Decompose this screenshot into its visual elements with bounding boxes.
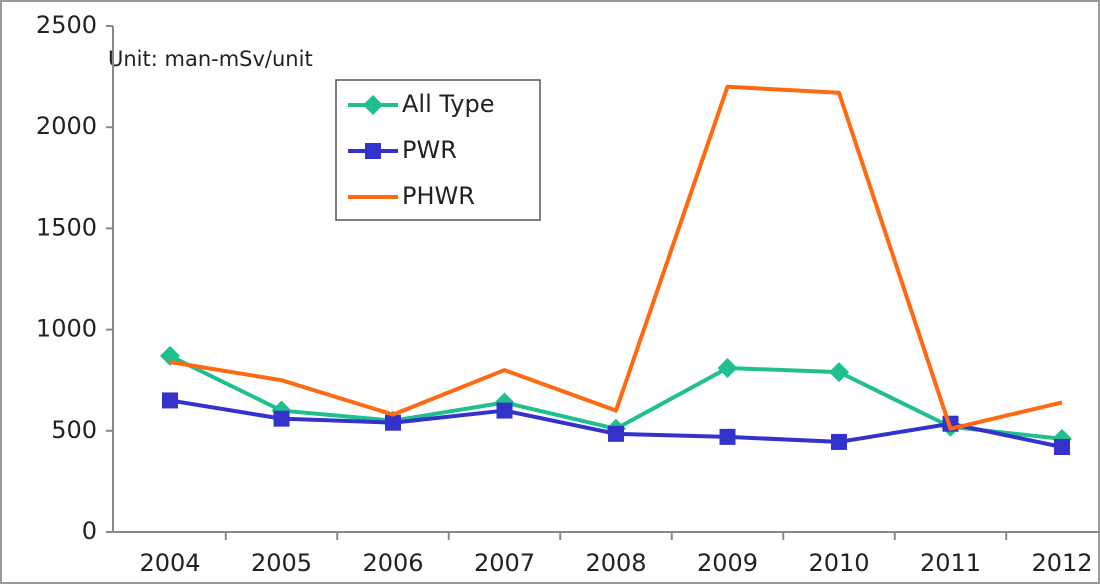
marker bbox=[385, 414, 401, 431]
marker bbox=[365, 143, 381, 159]
marker bbox=[717, 358, 738, 379]
x-tick-label: 2009 bbox=[697, 549, 758, 577]
legend-label: PHWR bbox=[402, 182, 475, 210]
annotation: Unit: man-mSv/unit bbox=[108, 47, 313, 71]
x-tick-label: 2011 bbox=[920, 549, 981, 577]
y-tick-label: 2500 bbox=[36, 11, 97, 39]
series-line bbox=[169, 84, 1063, 431]
x-tick-label: 2006 bbox=[362, 549, 423, 577]
marker bbox=[719, 428, 736, 445]
marker bbox=[496, 402, 513, 419]
x-tick-label: 2007 bbox=[474, 549, 535, 577]
x-tick-label: 2008 bbox=[585, 549, 646, 577]
marker bbox=[273, 410, 290, 427]
y-tick-label: 1000 bbox=[36, 315, 97, 343]
legend-label: PWR bbox=[402, 136, 457, 164]
legend-label: All Type bbox=[402, 90, 495, 118]
marker bbox=[363, 95, 383, 115]
marker bbox=[1054, 438, 1070, 455]
y-tick-label: 1500 bbox=[36, 213, 97, 241]
marker bbox=[608, 425, 624, 442]
x-tick-label: 2004 bbox=[139, 549, 200, 577]
y-tick-label: 2000 bbox=[36, 112, 97, 140]
y-tick-label: 500 bbox=[51, 416, 97, 444]
marker bbox=[829, 362, 849, 383]
marker bbox=[162, 392, 178, 409]
x-tick-label: 2005 bbox=[251, 549, 312, 577]
x-tick-label: 2010 bbox=[808, 549, 869, 577]
marker bbox=[831, 433, 847, 450]
x-tick-label: 2012 bbox=[1031, 549, 1092, 577]
y-tick-label: 0 bbox=[82, 517, 97, 545]
